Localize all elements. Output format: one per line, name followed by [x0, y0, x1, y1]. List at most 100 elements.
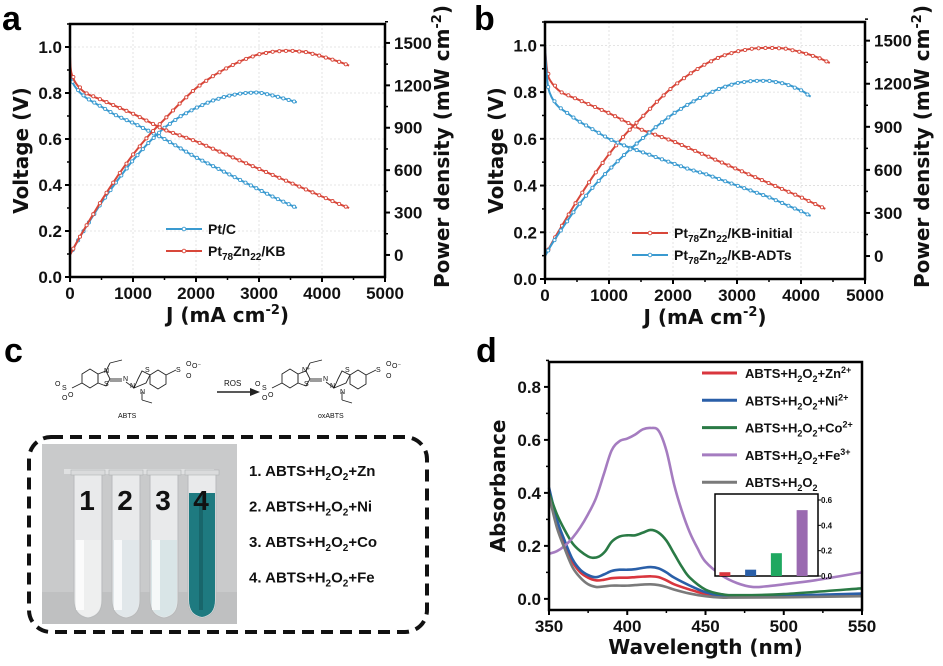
- voltage-marker: [659, 135, 664, 140]
- voltage-marker: [729, 181, 734, 186]
- voltage-marker: [146, 128, 151, 133]
- tube-highlight: [76, 540, 84, 610]
- voltage-marker: [559, 90, 564, 95]
- legend-label: Pt78Zn22/KB: [208, 243, 285, 263]
- voltage-marker: [780, 200, 785, 206]
- svg-text:O⁻: O⁻: [392, 363, 401, 370]
- legend-label: ABTS+H2O2: [745, 475, 818, 493]
- abts-label: ABTS: [118, 413, 137, 420]
- power-marker: [281, 96, 286, 101]
- text-part: 3. ABTS+H: [249, 534, 326, 551]
- power-marker: [607, 151, 612, 156]
- y-tick-label: 0.4: [513, 177, 537, 196]
- voltage-marker: [290, 181, 295, 186]
- voltage-marker: [666, 159, 671, 164]
- voltage-marker: [666, 137, 671, 142]
- power-marker: [620, 135, 626, 140]
- svg-text:S: S: [104, 381, 109, 388]
- voltage-marker: [292, 204, 297, 209]
- legend-marker: [181, 226, 187, 232]
- voltage-marker: [799, 209, 804, 214]
- voltage-marker: [259, 188, 264, 194]
- power-marker: [151, 135, 156, 140]
- voltage-marker: [317, 193, 322, 198]
- text-part: Pt: [208, 243, 222, 259]
- text-part: /KB: [261, 243, 285, 259]
- voltage-marker: [248, 183, 253, 188]
- power-marker: [596, 178, 601, 183]
- voltage-marker: [86, 97, 91, 102]
- tube-highlight: [114, 540, 122, 610]
- voltage-marker: [277, 175, 282, 180]
- voltage-marker: [303, 187, 308, 192]
- panel-label-c: c: [4, 332, 23, 370]
- inset-tick-label: 0.0: [821, 572, 833, 581]
- power-marker: [146, 141, 151, 146]
- power-marker: [157, 130, 162, 135]
- voltage-marker: [117, 105, 122, 110]
- voltage-marker: [786, 189, 791, 194]
- voltage-marker: [678, 164, 684, 169]
- power-marker: [97, 201, 102, 206]
- reagent-list-item: 3. ABTS+H2O2+Co: [249, 534, 377, 554]
- x-tick-label: 0: [65, 284, 74, 303]
- voltage-marker: [178, 146, 183, 151]
- voltage-marker: [733, 166, 738, 171]
- voltage-marker: [586, 102, 591, 107]
- power-marker: [678, 106, 684, 111]
- text-part: O: [331, 570, 343, 587]
- voltage-marker: [634, 148, 639, 153]
- voltage-marker: [71, 74, 76, 80]
- tube-highlight: [152, 540, 160, 610]
- y-tick-label: 0.6: [517, 431, 541, 450]
- voltage-marker: [184, 149, 189, 154]
- voltage-marker: [81, 93, 86, 98]
- voltage-marker: [579, 99, 584, 104]
- power-marker: [627, 127, 632, 132]
- x-tick-label: 1000: [590, 286, 628, 305]
- voltage-marker: [716, 176, 721, 181]
- pt78zn22-kb-initial-power-line: [544, 46, 831, 257]
- voltage-marker: [621, 143, 627, 148]
- tube-number: 2: [117, 485, 133, 516]
- voltage-marker: [84, 91, 89, 96]
- abts-molecule-labels: N S N N S N S O O O⁻ S O O O ABTS: [55, 361, 201, 420]
- legend-marker: [647, 230, 653, 236]
- reagent-list-item: 1. ABTS+H2O2+Zn: [249, 463, 375, 483]
- voltage-marker: [224, 152, 229, 157]
- power-marker: [593, 170, 598, 175]
- power-marker: [756, 46, 761, 51]
- voltage-marker: [270, 172, 275, 177]
- power-marker: [790, 48, 795, 53]
- text-part: -2: [265, 303, 279, 318]
- svg-text:O: O: [55, 381, 61, 388]
- svg-text:S: S: [62, 385, 67, 392]
- text-part: 2: [813, 429, 818, 439]
- svg-text:N: N: [330, 383, 335, 390]
- voltage-marker: [184, 135, 189, 140]
- y-axis-title: Voltage (V): [9, 87, 33, 214]
- text-part: 2: [813, 456, 818, 466]
- voltage-marker: [275, 197, 280, 202]
- voltage-marker: [216, 166, 221, 171]
- text-part: 78: [688, 234, 700, 245]
- text-part: J (mA cm: [641, 305, 743, 329]
- power-marker: [232, 92, 237, 97]
- power-marker: [566, 212, 571, 217]
- text-part: 2: [343, 543, 349, 554]
- voltage-marker: [577, 119, 582, 124]
- svg-text:N⁺: N⁺: [302, 367, 311, 374]
- y-tick-label: 1.0: [38, 38, 62, 57]
- power-marker: [167, 121, 172, 126]
- y-tick-label: 0.0: [38, 268, 62, 287]
- voltage-marker: [566, 93, 571, 98]
- voltage-marker: [609, 137, 614, 142]
- voltage-marker: [91, 94, 96, 99]
- tube-3: 3: [146, 469, 182, 619]
- text-part: O: [802, 448, 812, 463]
- legend-label: ABTS+H2O2+Co2+: [745, 420, 853, 439]
- power-marker: [659, 120, 665, 125]
- voltage-marker: [742, 186, 747, 191]
